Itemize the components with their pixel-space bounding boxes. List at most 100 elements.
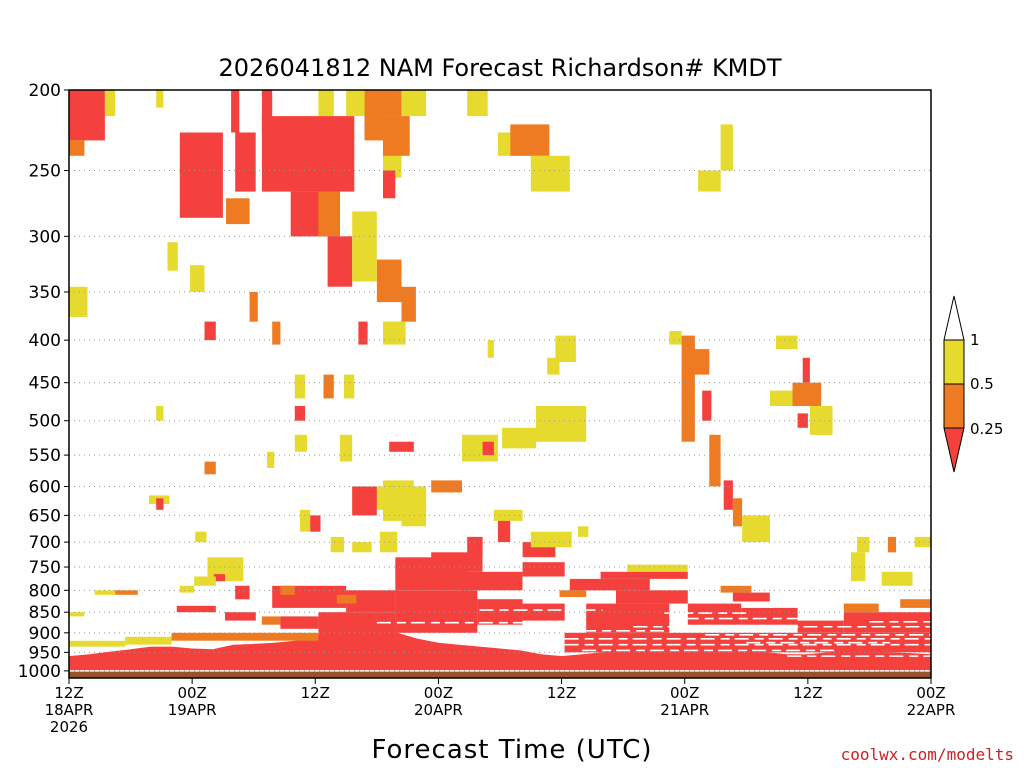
y-tick-850: 850 <box>29 603 61 623</box>
ri-cell-mid-46 <box>732 498 743 527</box>
legend-swatch-mid <box>943 383 965 429</box>
ri-cell-high-85 <box>578 526 589 537</box>
ri-cell-high-133 <box>69 612 85 617</box>
ri-cell-high-54 <box>156 406 164 421</box>
y-tick-800: 800 <box>29 581 61 601</box>
ri-cell-high-131 <box>125 636 172 645</box>
ri-cell-high-2 <box>104 90 116 117</box>
ri-cell-high-52 <box>769 390 793 406</box>
ri-cell-high-26 <box>530 155 570 192</box>
ri-cell-low-43 <box>702 390 712 421</box>
ground-layer <box>69 670 931 678</box>
ri-cell-low-121 <box>586 603 670 633</box>
ri-cell-low-70 <box>352 486 377 516</box>
ri-cell-high-55 <box>294 374 306 399</box>
ri-cell-low-123 <box>687 603 742 625</box>
y-tick-950: 950 <box>29 643 61 663</box>
ri-cell-high-30 <box>190 265 205 292</box>
ri-cell-low-17 <box>327 236 353 287</box>
ri-cell-high-9 <box>401 90 427 117</box>
ri-cell-low-45 <box>723 480 733 510</box>
ri-cell-mid-33 <box>249 292 258 322</box>
ri-cell-mid-16 <box>318 191 340 237</box>
ri-cell-mid-42 <box>681 335 695 442</box>
y-tick-1000: 1000 <box>18 662 61 682</box>
ri-cell-low-99 <box>600 571 688 579</box>
y-tick-550: 550 <box>29 446 61 466</box>
chart-title: 2026041812 NAM Forecast Richardson# KMDT <box>218 54 781 82</box>
ri-cell-mid-22 <box>383 116 410 156</box>
ri-cell-high-10 <box>467 90 488 117</box>
ri-cell-mid-105 <box>115 590 138 595</box>
ri-cell-low-113 <box>176 605 216 613</box>
ri-cell-high-92 <box>851 552 866 582</box>
x-tick-6-line-0: 12Z <box>793 684 822 702</box>
ri-cell-low-95 <box>431 552 483 572</box>
ri-cell-mid-90 <box>887 536 897 553</box>
x-tick-2-line-0: 12Z <box>301 684 330 702</box>
ri-cell-high-27 <box>720 124 733 171</box>
ri-cell-high-47 <box>742 515 770 543</box>
x-tick-7-line-0: 00Z <box>916 684 945 702</box>
x-tick-0-line-2: 2026 <box>50 718 88 736</box>
x-tick-4-line-0: 12Z <box>547 684 576 702</box>
y-tick-600: 600 <box>29 477 61 497</box>
x-tick-3-line-1: 20APR <box>414 701 463 719</box>
credit-text: coolwx.com/modelts <box>841 745 1014 764</box>
ri-cell-low-80 <box>467 536 483 558</box>
ri-cell-high-8 <box>346 90 365 117</box>
ri-cell-mid-44 <box>709 434 721 487</box>
ri-cell-mid-25 <box>510 124 550 156</box>
ri-cell-high-77 <box>330 536 344 553</box>
ri-cell-low-88 <box>213 574 225 582</box>
ri-cell-low-126 <box>843 612 931 633</box>
ri-cell-mid-1 <box>69 140 85 156</box>
ri-cell-mid-101 <box>559 590 587 597</box>
ri-cell-low-13 <box>235 132 256 192</box>
ri-cell-mid-64 <box>204 461 216 475</box>
y-tick-650: 650 <box>29 506 61 526</box>
ri-cell-low-118 <box>395 590 478 633</box>
ri-cell-mid-41 <box>693 349 710 375</box>
ri-cell-mid-20 <box>401 286 416 322</box>
ri-cell-high-89 <box>857 536 870 553</box>
ri-cell-mid-12 <box>226 198 250 225</box>
legend-label-0.5: 0.5 <box>970 375 994 393</box>
ri-cell-low-100 <box>569 578 650 591</box>
x-tick-5-line-0: 00Z <box>670 684 699 702</box>
ri-cell-low-111 <box>346 590 396 613</box>
y-tick-750: 750 <box>29 558 61 578</box>
y-tick-700: 700 <box>29 533 61 553</box>
ri-cell-mid-110 <box>280 585 295 595</box>
x-tick-3-line-0: 00Z <box>424 684 453 702</box>
y-tick-350: 350 <box>29 283 61 303</box>
ri-cell-high-86 <box>195 531 207 543</box>
ri-cell-mid-19 <box>376 259 402 303</box>
y-tick-500: 500 <box>29 412 61 432</box>
plot-frame <box>68 89 932 679</box>
ri-cell-low-117 <box>318 612 396 637</box>
ri-cell-low-116 <box>280 616 319 629</box>
ri-cell-high-39 <box>547 357 560 375</box>
ri-cell-low-53 <box>797 413 808 428</box>
y-tick-200: 200 <box>29 81 61 101</box>
x-tick-1-line-1: 19APR <box>168 701 217 719</box>
legend-label-1: 1 <box>970 331 980 349</box>
ri-cell-high-6 <box>318 90 334 117</box>
y-tick-450: 450 <box>29 374 61 394</box>
ri-cell-high-72 <box>401 504 427 527</box>
x-axis-label: Forecast Time (UTC) <box>371 735 652 765</box>
legend-arrow-low <box>943 427 965 473</box>
ri-cell-high-75 <box>299 509 311 532</box>
ri-cell-high-93 <box>881 571 913 586</box>
ri-cell-high-82 <box>493 509 523 521</box>
data-cells <box>69 90 931 671</box>
ri-cell-low-49 <box>802 357 810 383</box>
y-tick-250: 250 <box>29 162 61 182</box>
ri-cell-mid-50 <box>792 382 822 406</box>
legend-arrow-top <box>943 295 965 341</box>
ri-cell-high-51 <box>809 406 833 435</box>
ri-cell-high-38 <box>555 335 576 362</box>
color-legend: 1 0.5 0.25 <box>943 295 1003 473</box>
